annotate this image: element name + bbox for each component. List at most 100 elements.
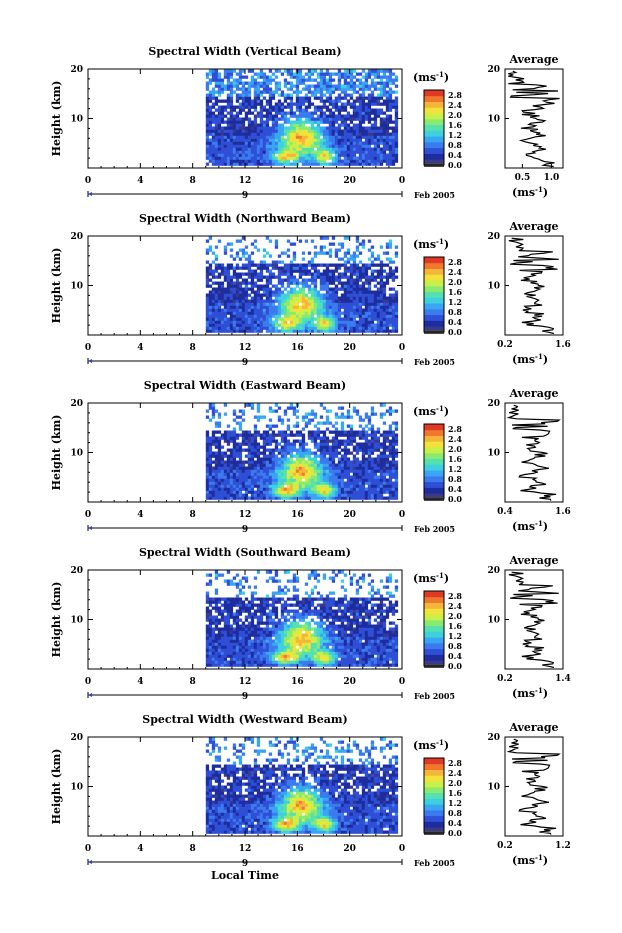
heatmap-cell xyxy=(272,106,275,109)
heatmap-cell xyxy=(347,300,350,303)
heatmap-cell xyxy=(230,464,233,467)
heatmap-cell xyxy=(338,309,341,312)
heatmap-cell xyxy=(254,485,257,488)
heatmap-cell xyxy=(296,145,299,148)
heatmap-cell xyxy=(350,127,353,130)
heatmap-cell xyxy=(269,449,272,452)
heatmap-cell xyxy=(356,118,359,121)
heatmap-cell xyxy=(338,458,341,461)
heatmap-cell xyxy=(263,440,266,443)
heatmap-cell xyxy=(221,288,224,291)
heatmap-cell xyxy=(395,297,398,300)
heatmap-cell xyxy=(299,306,302,309)
heatmap-cell xyxy=(386,282,389,285)
heatmap-cell xyxy=(281,303,284,306)
heatmap-cell xyxy=(272,130,275,133)
heatmap-cell xyxy=(341,458,344,461)
heatmap-cell xyxy=(221,479,224,482)
heatmap-cell xyxy=(362,437,365,440)
heatmap-cell xyxy=(314,416,317,419)
heatmap-cell xyxy=(251,300,254,303)
heatmap-cell xyxy=(233,115,236,118)
heatmap-cell xyxy=(233,449,236,452)
heatmap-cell xyxy=(269,294,272,297)
heatmap-cell xyxy=(290,130,293,133)
heatmap-cell xyxy=(311,327,314,330)
heatmap-cell xyxy=(296,160,299,163)
heatmap-cell xyxy=(338,124,341,127)
heatmap-cell xyxy=(341,455,344,458)
average-unit-label: (ms-1) xyxy=(512,185,548,199)
heatmap-cell xyxy=(281,485,284,488)
heatmap-cell xyxy=(254,115,257,118)
heatmap-cell xyxy=(347,85,350,88)
heatmap-cell xyxy=(236,85,239,88)
heatmap-cell xyxy=(275,112,278,115)
heatmap-cell xyxy=(236,437,239,440)
heatmap-cell xyxy=(290,82,293,85)
heatmap-cell xyxy=(296,76,299,79)
heatmap-cell xyxy=(392,306,395,309)
heatmap-cell xyxy=(215,76,218,79)
heatmap-cell xyxy=(329,491,332,494)
heatmap-cell xyxy=(347,148,350,151)
heatmap-cell xyxy=(389,497,392,500)
heatmap-cell xyxy=(209,580,212,583)
heatmap-cell xyxy=(326,419,329,422)
heatmap-cell xyxy=(338,485,341,488)
heatmap-cell xyxy=(392,452,395,455)
heatmap-cell xyxy=(251,261,254,264)
heatmap-cell xyxy=(383,318,386,321)
heatmap-cell xyxy=(344,79,347,82)
heatmap-cell xyxy=(227,273,230,276)
heatmap-cell xyxy=(212,103,215,106)
heatmap-cell xyxy=(254,443,257,446)
heatmap-cell xyxy=(206,574,209,577)
heatmap-cell xyxy=(299,136,302,139)
heatmap-cell xyxy=(365,431,368,434)
heatmap-cell xyxy=(233,428,236,431)
heatmap-cell xyxy=(239,425,242,428)
heatmap-cell xyxy=(266,127,269,130)
heatmap-cell xyxy=(242,139,245,142)
heatmap-cell xyxy=(305,327,308,330)
heatmap-cell xyxy=(371,151,374,154)
heatmap-cell xyxy=(380,133,383,136)
heatmap-cell xyxy=(317,318,320,321)
heatmap-cell xyxy=(227,434,230,437)
heatmap-cell xyxy=(350,330,353,333)
heatmap-cell xyxy=(392,136,395,139)
heatmap-cell xyxy=(239,315,242,318)
heatmap-cell xyxy=(335,476,338,479)
heatmap-cell xyxy=(215,139,218,142)
heatmap-cell xyxy=(266,485,269,488)
heatmap-cell xyxy=(305,267,308,270)
heatmap-cell xyxy=(305,318,308,321)
heatmap-cell xyxy=(281,252,284,255)
heatmap-cell xyxy=(209,655,212,658)
heatmap-cell xyxy=(329,485,332,488)
heatmap-cell xyxy=(224,160,227,163)
heatmap-cell xyxy=(284,82,287,85)
heatmap-cell xyxy=(263,157,266,160)
heatmap-cell xyxy=(299,91,302,94)
heatmap-cell xyxy=(260,297,263,300)
heatmap-cell xyxy=(212,154,215,157)
heatmap-cell xyxy=(377,142,380,145)
heatmap-cell xyxy=(362,264,365,267)
heatmap-cell xyxy=(239,428,242,431)
heatmap-cell xyxy=(347,464,350,467)
colorbar-tick-label: 2.4 xyxy=(448,100,462,110)
heatmap-cell xyxy=(314,121,317,124)
heatmap-cell xyxy=(221,455,224,458)
heatmap-cell xyxy=(245,94,248,97)
heatmap-cell xyxy=(380,70,383,73)
heatmap-cell xyxy=(284,279,287,282)
heatmap-cell xyxy=(239,118,242,121)
heatmap-cell xyxy=(227,118,230,121)
heatmap-cell xyxy=(332,449,335,452)
heatmap-cell xyxy=(299,118,302,121)
heatmap-cell xyxy=(344,139,347,142)
heatmap-cell xyxy=(245,112,248,115)
heatmap-cell xyxy=(380,151,383,154)
